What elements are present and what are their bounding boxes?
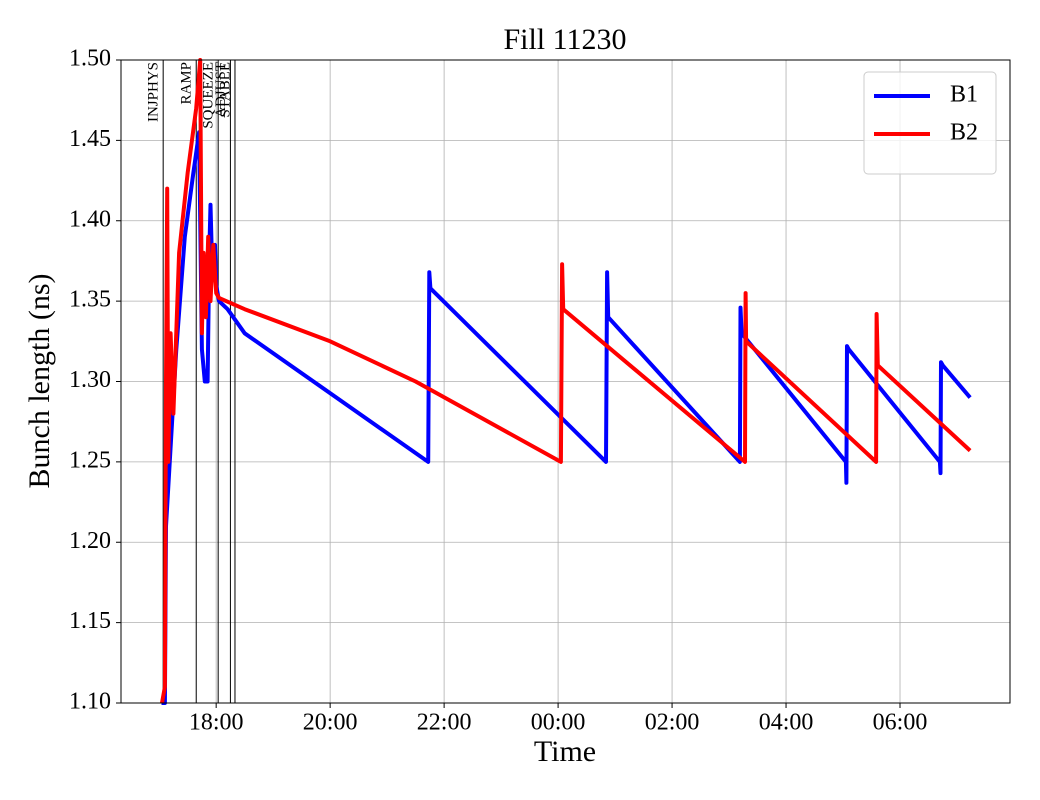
event-label: RAMP [179, 62, 195, 105]
x-tick-label: 00:00 [531, 710, 586, 736]
x-tick-label: 20:00 [303, 710, 358, 736]
legend-label: B1 [950, 82, 978, 108]
y-tick-label: 1.10 [69, 689, 111, 715]
chart-title: Fill 11230 [503, 23, 626, 56]
x-tick-label: 04:00 [759, 710, 814, 736]
x-tick-label: 22:00 [417, 710, 472, 736]
y-tick-label: 1.50 [69, 46, 111, 72]
y-tick-label: 1.30 [69, 367, 111, 393]
x-tick-label: 02:00 [645, 710, 700, 736]
event-label: INJPHYS [146, 62, 162, 122]
series-line [161, 130, 972, 705]
series-line [160, 58, 972, 704]
y-tick-label: 1.25 [69, 447, 111, 473]
x-tick-label: 18:00 [189, 710, 244, 736]
event-label: ADJUST [213, 62, 229, 118]
x-axis-label: Time [534, 735, 596, 768]
event-label: STABLE [217, 62, 233, 117]
plot-frame [120, 59, 1011, 704]
event-label: SQUEEZE [201, 62, 217, 129]
y-tick-label: 1.20 [69, 528, 111, 554]
y-axis-label: Bunch length (ns) [23, 274, 56, 489]
y-tick-label: 1.40 [69, 206, 111, 232]
y-tick-label: 1.45 [69, 126, 111, 152]
y-tick-label: 1.35 [69, 287, 111, 313]
y-tick-label: 1.15 [69, 608, 111, 634]
legend-label: B2 [950, 120, 978, 146]
x-tick-label: 06:00 [873, 710, 928, 736]
